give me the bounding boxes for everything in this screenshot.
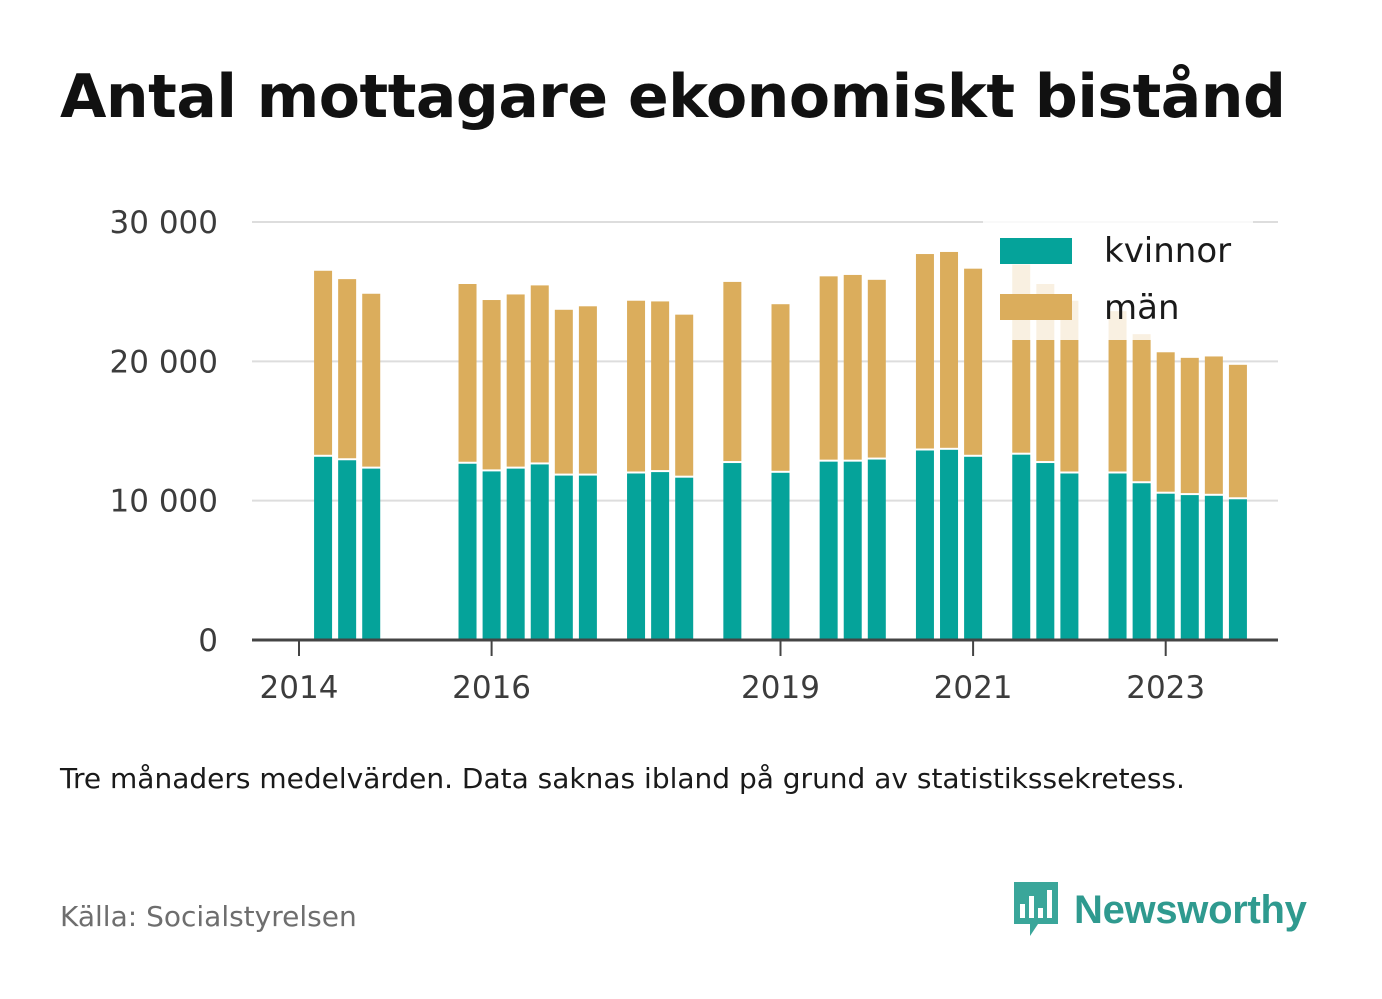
bar-man (338, 279, 357, 459)
bar-man (458, 284, 477, 462)
newsworthy-logo-icon (1014, 882, 1058, 936)
bar-kvinnor (1012, 454, 1031, 640)
bar-kvinnor (458, 463, 477, 640)
bar-kvinnor (915, 450, 934, 640)
legend: kvinnor män (983, 220, 1253, 340)
legend-swatch-kvinnor (1000, 238, 1072, 264)
bar-man (819, 276, 838, 460)
bar-kvinnor (314, 456, 333, 640)
y-tick-label: 0 (198, 623, 218, 659)
bar-kvinnor (1132, 483, 1151, 640)
legend-label-man: män (1104, 288, 1180, 328)
bar-kvinnor (723, 463, 742, 640)
bar-kvinnor (1180, 495, 1199, 640)
bar-man (362, 293, 381, 467)
x-tick-label: 2021 (934, 670, 1013, 706)
brand-name: Newsworthy (1074, 887, 1307, 932)
y-tick-label: 30 000 (110, 205, 218, 241)
bar-kvinnor (554, 475, 573, 640)
bar-man (1060, 300, 1079, 472)
axes: 2014 2016 2019 2021 2023 (252, 638, 1278, 706)
bar-kvinnor (530, 464, 549, 640)
x-tick-label: 2019 (741, 670, 820, 706)
bar-kvinnor (1036, 463, 1055, 640)
bar-kvinnor (771, 472, 790, 640)
bar-man (651, 301, 670, 471)
bar-kvinnor (1060, 473, 1079, 640)
x-tick-label: 2023 (1126, 670, 1205, 706)
bar-kvinnor (867, 459, 886, 640)
x-tick-label: 2014 (260, 670, 339, 706)
bar-man (627, 300, 646, 472)
bar-man (1180, 357, 1199, 494)
bar-kvinnor (1108, 473, 1127, 640)
bar-kvinnor (819, 461, 838, 640)
bar-kvinnor (482, 471, 501, 640)
bar-kvinnor (506, 468, 525, 640)
bar-kvinnor (578, 475, 597, 640)
bar-kvinnor (651, 472, 670, 640)
bar-kvinnor (1156, 493, 1175, 640)
bar-man (1108, 311, 1127, 472)
bar-man (964, 268, 983, 455)
bar-man (843, 274, 862, 460)
bar-man (915, 254, 934, 449)
y-tick-label: 20 000 (110, 344, 218, 380)
bars (314, 251, 1247, 640)
bar-man (506, 294, 525, 467)
chart-title: Antal mottagare ekonomiskt bistånd (60, 62, 1286, 132)
bar-man (1132, 334, 1151, 482)
bar-man (530, 285, 549, 463)
bar-kvinnor (1204, 495, 1223, 640)
legend-swatch-man (1000, 294, 1072, 320)
bar-kvinnor (1228, 499, 1247, 640)
bar-man (482, 300, 501, 470)
bar-kvinnor (964, 456, 983, 640)
bar-kvinnor (627, 473, 646, 640)
bar-man (1228, 364, 1247, 498)
bar-man (771, 304, 790, 471)
y-tick-label: 10 000 (110, 484, 218, 520)
bar-kvinnor (843, 461, 862, 640)
source-label: Källa: Socialstyrelsen (60, 900, 357, 933)
bar-kvinnor (940, 449, 959, 640)
bar-man (675, 314, 694, 476)
bar-man (1156, 352, 1175, 492)
bar-kvinnor (338, 460, 357, 640)
legend-label-kvinnor: kvinnor (1104, 231, 1231, 271)
bar-man (940, 251, 959, 448)
chart-note: Tre månaders medelvärden. Data saknas ib… (60, 762, 1185, 795)
bar-man (314, 270, 333, 455)
bar-man (1204, 356, 1223, 494)
bar-man (867, 279, 886, 458)
bar-kvinnor (675, 477, 694, 640)
x-tick-label: 2016 (452, 670, 531, 706)
bar-man (578, 306, 597, 474)
newsworthy-logo: Newsworthy (1010, 878, 1307, 942)
bar-kvinnor (362, 468, 381, 640)
bar-man (723, 281, 742, 462)
bar-man (554, 309, 573, 474)
